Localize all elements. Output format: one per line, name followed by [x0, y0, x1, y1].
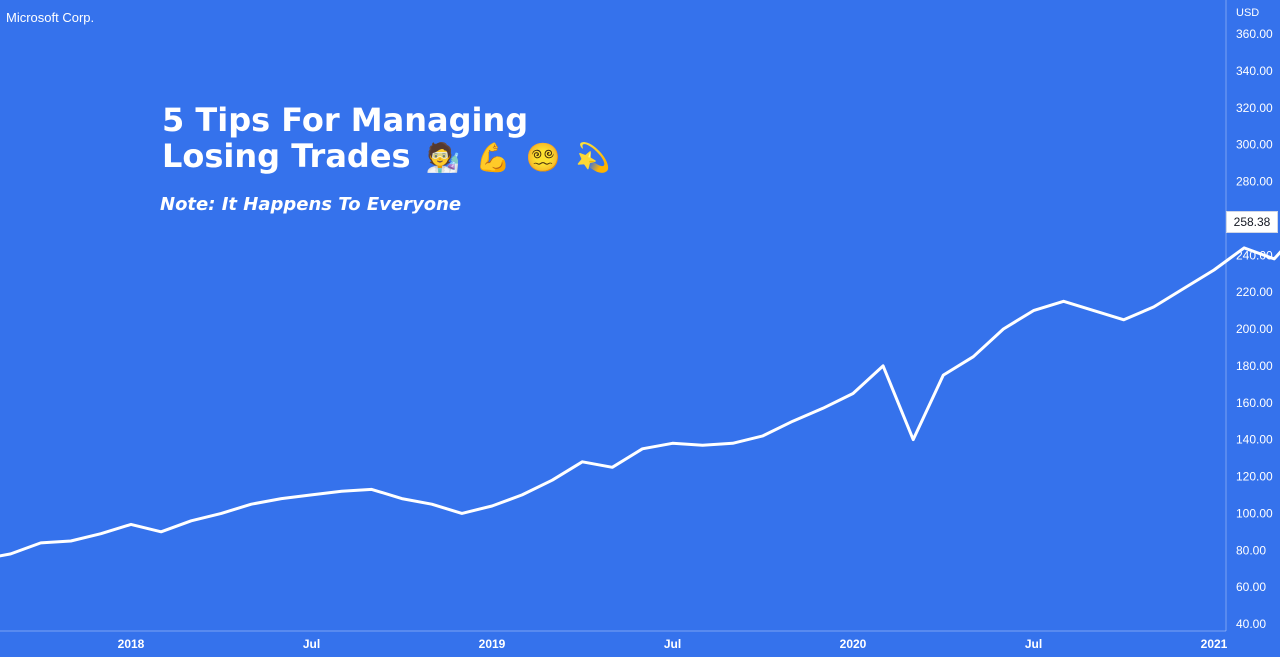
headline-line-1: 5 Tips For Managing: [162, 101, 529, 139]
price-tick-label: 320.00: [1236, 101, 1273, 115]
price-tick-label: 100.00: [1236, 506, 1273, 520]
price-tick-label: 220.00: [1236, 285, 1273, 299]
price-tick-label: 300.00: [1236, 138, 1273, 152]
time-axis-labels: Apr2018Jul2019Jul2020Jul2021Jul2022Jul20…: [118, 637, 1228, 651]
price-tick-label: 280.00: [1236, 175, 1273, 189]
scientist-icon: 🧑‍🔬: [425, 141, 461, 174]
price-tick-label: 200.00: [1236, 322, 1273, 336]
last-price-tag: 258.38: [1226, 211, 1278, 233]
dizzy-star-icon: 💫: [575, 141, 611, 174]
currency-label: USD: [1236, 7, 1260, 19]
headline-line-2-text: Losing Trades: [162, 137, 411, 175]
time-tick-label: Jul: [664, 637, 681, 651]
time-tick-label: 2020: [840, 637, 867, 651]
price-tick-label: 80.00: [1236, 543, 1266, 557]
time-tick-label: 2019: [479, 637, 506, 651]
price-tick-label: 120.00: [1236, 470, 1273, 484]
price-tick-label: 60.00: [1236, 580, 1266, 594]
note-text: Note: It Happens To Everyone: [160, 194, 462, 215]
price-tick-label: 140.00: [1236, 433, 1273, 447]
price-axis-labels: 360.00340.00320.00300.00280.00260.00240.…: [1236, 27, 1273, 631]
price-tick-label: 40.00: [1236, 617, 1266, 631]
price-tick-label: 360.00: [1236, 27, 1273, 41]
chart-headline: 5 Tips For Managing Losing Trades 🧑‍🔬 💪 …: [162, 102, 611, 176]
symbol-label: Microsoft Corp.: [6, 10, 95, 25]
price-tick-label: 180.00: [1236, 359, 1273, 373]
price-tick-label: 340.00: [1236, 64, 1273, 78]
price-tick-label: 240.00: [1236, 248, 1273, 262]
time-tick-label: Jul: [303, 637, 320, 651]
dizzy-face-icon: 😵‍💫: [525, 141, 561, 174]
time-tick-label: 2021: [1201, 637, 1228, 651]
flexed-biceps-icon: 💪: [475, 141, 511, 174]
time-tick-label: Jul: [1025, 637, 1042, 651]
time-tick-label: 2018: [118, 637, 145, 651]
price-line: [0, 246, 1280, 558]
price-tick-label: 160.00: [1236, 396, 1273, 410]
headline-line-2: Losing Trades 🧑‍🔬 💪 😵‍💫 💫: [162, 138, 611, 176]
